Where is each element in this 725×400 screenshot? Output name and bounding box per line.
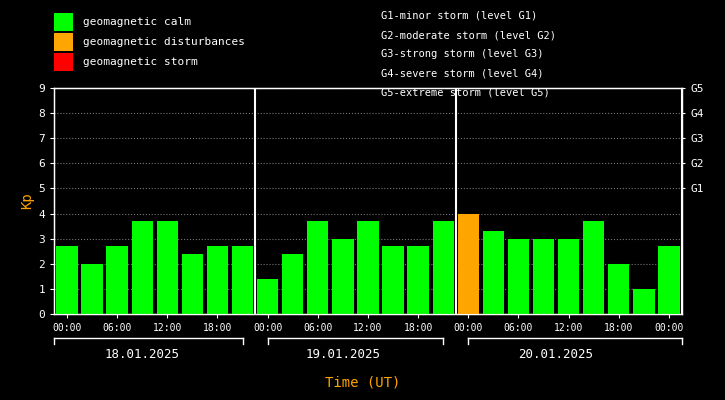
Text: G5-extreme storm (level G5): G5-extreme storm (level G5) xyxy=(381,88,550,98)
Y-axis label: Kp: Kp xyxy=(20,193,34,209)
Bar xyxy=(407,246,428,314)
Bar xyxy=(382,246,404,314)
Text: G4-severe storm (level G4): G4-severe storm (level G4) xyxy=(381,69,543,78)
Bar xyxy=(433,221,454,314)
Text: G1-minor storm (level G1): G1-minor storm (level G1) xyxy=(381,11,537,21)
Text: geomagnetic storm: geomagnetic storm xyxy=(83,57,198,67)
Bar xyxy=(332,239,354,314)
Bar xyxy=(182,254,203,314)
Bar xyxy=(533,239,554,314)
Text: geomagnetic disturbances: geomagnetic disturbances xyxy=(83,37,245,47)
Bar xyxy=(131,221,153,314)
Bar xyxy=(357,221,378,314)
Bar xyxy=(207,246,228,314)
Bar xyxy=(608,264,629,314)
Bar xyxy=(257,279,278,314)
Bar xyxy=(81,264,103,314)
Text: 18.01.2025: 18.01.2025 xyxy=(104,348,180,360)
Text: geomagnetic calm: geomagnetic calm xyxy=(83,17,191,27)
Bar xyxy=(558,239,579,314)
Text: 19.01.2025: 19.01.2025 xyxy=(305,348,381,360)
Bar xyxy=(507,239,529,314)
Bar xyxy=(157,221,178,314)
Text: G2-moderate storm (level G2): G2-moderate storm (level G2) xyxy=(381,30,555,40)
Bar xyxy=(282,254,303,314)
Bar xyxy=(483,231,504,314)
Bar xyxy=(457,214,479,314)
Text: Time (UT): Time (UT) xyxy=(325,376,400,390)
Bar xyxy=(57,246,78,314)
Text: 20.01.2025: 20.01.2025 xyxy=(518,348,594,360)
Bar xyxy=(232,246,253,314)
Bar xyxy=(658,246,679,314)
Text: G3-strong storm (level G3): G3-strong storm (level G3) xyxy=(381,49,543,59)
Bar xyxy=(107,246,128,314)
Bar xyxy=(633,289,655,314)
Bar xyxy=(307,221,328,314)
Bar xyxy=(583,221,605,314)
